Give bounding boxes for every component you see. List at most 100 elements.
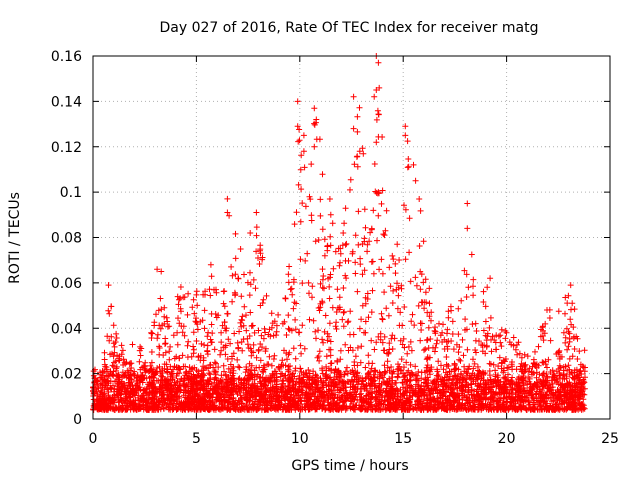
data-point [510,334,517,341]
data-point [375,111,382,118]
data-point [426,285,433,292]
data-point [295,138,302,145]
data-point [566,355,573,362]
data-point [284,356,290,363]
data-point [450,346,457,353]
data-point [207,261,214,268]
data-point [422,289,429,296]
data-point [464,225,471,232]
data-point [497,339,504,346]
data-point [174,370,181,377]
data-point [321,285,327,292]
data-point [207,336,214,343]
data-point [340,285,347,291]
x-tick-label: 15 [394,431,412,447]
data-point [482,318,489,325]
data-point [402,256,409,263]
data-point [333,326,340,332]
data-point [255,346,262,353]
data-point [147,362,154,369]
data-point [358,390,365,397]
data-point [407,278,414,285]
data-point [148,349,155,355]
data-point [422,346,429,353]
data-point [440,321,446,328]
data-point [154,331,161,338]
data-point [157,295,164,302]
data-point [373,139,380,146]
data-point [300,132,307,139]
data-point [416,196,423,202]
data-point [435,358,442,365]
data-point [177,284,184,290]
data-point [355,241,362,248]
data-point [565,343,572,350]
data-point [148,335,155,341]
data-point [227,369,234,376]
data-point [257,357,264,364]
data-point [148,329,155,336]
data-point [174,341,181,348]
data-point [311,105,318,112]
data-point [412,363,419,370]
data-point [417,207,424,214]
data-point [569,353,576,360]
data-point [456,356,463,363]
y-tick-label: 0.16 [51,49,82,65]
data-point [253,232,260,239]
data-point [401,304,408,310]
data-point [235,275,242,282]
data-point [305,279,312,286]
data-point [521,351,528,358]
data-point [302,390,309,397]
data-point [252,285,259,292]
data-point [345,257,352,264]
data-point [344,319,351,326]
data-point [337,259,343,266]
data-point [335,368,342,375]
data-point [339,316,346,323]
data-point [319,266,326,273]
data-point [312,238,319,245]
data-point [208,321,215,328]
data-point [350,125,357,132]
data-point [321,252,328,259]
data-point [490,361,497,368]
data-point [463,294,470,300]
data-point [341,220,348,227]
data-point [289,291,296,298]
data-point [418,320,425,327]
data-point [219,388,226,395]
data-point [340,230,347,236]
data-point [564,346,571,353]
data-point [502,335,509,342]
data-point [241,303,248,310]
data-point [487,314,494,321]
y-tick-label: 0.06 [51,276,82,292]
data-point [211,346,218,353]
data-point [354,128,361,135]
data-point [220,362,227,369]
x-tick-label: 20 [498,431,516,447]
data-point [309,283,316,290]
data-point [514,351,521,358]
data-point [292,355,299,362]
data-point [110,322,117,329]
data-point [244,341,251,348]
data-point [317,196,324,203]
data-point [373,116,380,123]
data-point [164,323,171,330]
data-point [208,273,215,280]
data-point [247,269,253,276]
data-point [547,369,554,375]
data-point [250,341,257,348]
data-point [315,237,322,243]
data-point [470,276,477,283]
data-point [404,138,411,145]
data-point [282,295,289,302]
data-point [356,104,363,111]
data-points [90,53,588,413]
data-point [487,275,494,282]
data-point [234,356,241,363]
data-point [350,93,357,100]
